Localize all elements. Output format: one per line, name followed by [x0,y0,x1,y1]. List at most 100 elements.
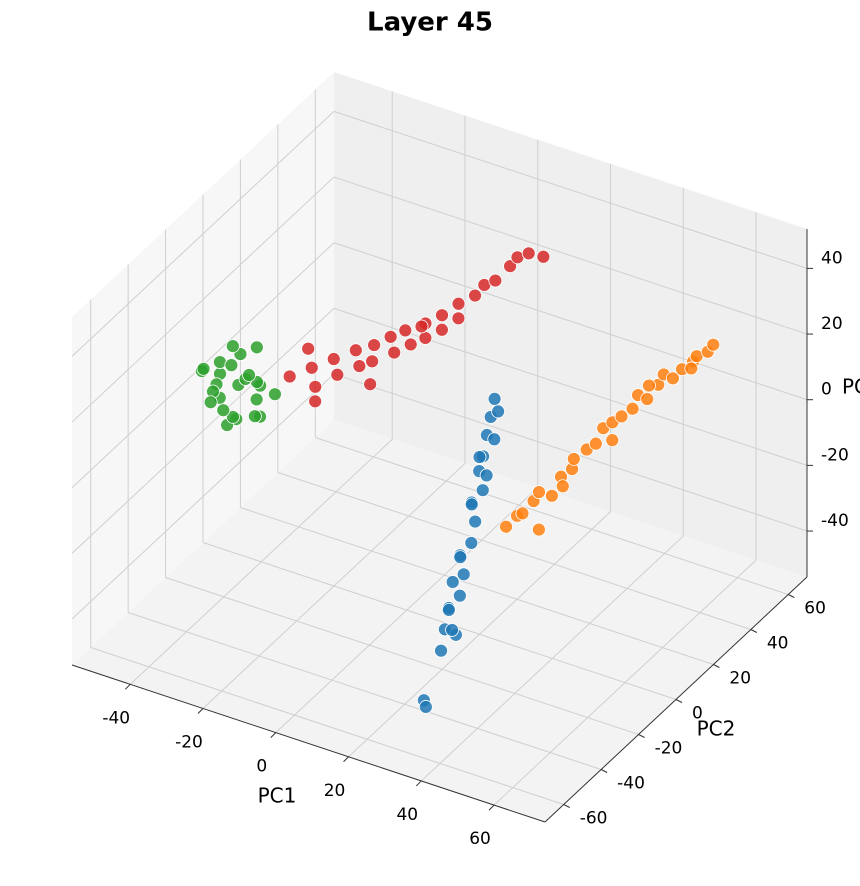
point [226,410,240,424]
point [468,514,483,529]
point [625,401,640,416]
point [499,519,513,534]
y-tick-mark [788,594,795,598]
x-tick-mark [488,804,495,811]
x-tick-mark [415,780,422,787]
point [614,409,629,424]
point [242,368,256,382]
point [249,340,264,355]
y-tick-label: -40 [617,774,645,794]
y-tick-mark [675,699,683,703]
y-tick-label: 40 [767,634,789,654]
point [479,468,494,483]
point [268,387,282,402]
z-tick-label: 0 [821,380,832,400]
point [383,329,398,344]
point [445,575,460,589]
grid-line [333,307,808,466]
point [365,354,380,369]
grid-line [71,111,335,357]
x-tick-label: -20 [175,732,203,752]
point [308,394,323,409]
point [453,550,468,565]
grid-line [333,242,808,401]
grid-line [333,176,808,335]
point [515,506,530,521]
point [464,536,479,550]
point [418,331,433,345]
grid-line [277,472,752,630]
point [348,343,363,358]
y-tick-mark [563,804,570,808]
z-tick-label: -40 [821,511,849,531]
grid-line [240,507,714,665]
point [706,337,721,352]
x-tick-mark [124,683,131,690]
y-tick-label: 60 [804,599,826,619]
x-tick-label: 40 [396,805,418,825]
point [445,623,459,637]
point [247,409,262,424]
grid-line [315,437,789,595]
point [531,522,546,537]
point [544,488,559,503]
x-tick-mark [270,732,277,738]
z-tick-label: -20 [821,445,849,465]
point [475,483,490,498]
point [387,345,402,360]
point [225,339,240,354]
point [605,433,620,448]
point [403,337,418,352]
point [451,296,466,311]
point [665,371,680,386]
point [352,359,367,373]
point [367,338,382,352]
z-axis-label: PC3 [842,375,860,399]
back-pane [334,72,807,577]
x-tick-label: 0 [256,757,267,777]
point [434,643,448,658]
point [434,322,449,337]
x-tick-mark [197,708,204,714]
point [536,249,551,264]
y-tick-mark [638,734,645,738]
point [249,392,264,407]
point [304,360,319,375]
point [301,341,316,356]
x-tick-label: -40 [102,708,130,728]
y-axis-label: PC2 [697,717,736,741]
y-tick-label: 0 [692,704,703,724]
y-tick-label: -60 [580,809,608,829]
point [684,361,699,376]
point [451,311,466,326]
point [216,403,231,418]
point [555,479,570,494]
point [398,323,413,338]
point [414,319,429,334]
grid-line [90,647,564,805]
chart-title: Layer 45 [367,8,493,38]
z-tick-label: 20 [821,314,843,334]
point [282,369,297,384]
point [308,379,323,394]
point [464,497,479,512]
z-tick-label: 40 [821,248,843,268]
point [330,367,345,382]
point [488,273,503,288]
point [491,404,506,419]
grid-line [333,373,808,532]
grid-line [333,110,808,269]
point [521,246,536,261]
x-tick-mark [343,756,349,763]
point [363,377,378,392]
point [326,352,341,366]
point [487,391,502,406]
point [418,700,433,714]
point [566,452,581,466]
point [456,567,471,582]
point [196,361,211,376]
y-tick-mark [713,664,720,668]
point [503,259,517,274]
point [532,485,546,499]
